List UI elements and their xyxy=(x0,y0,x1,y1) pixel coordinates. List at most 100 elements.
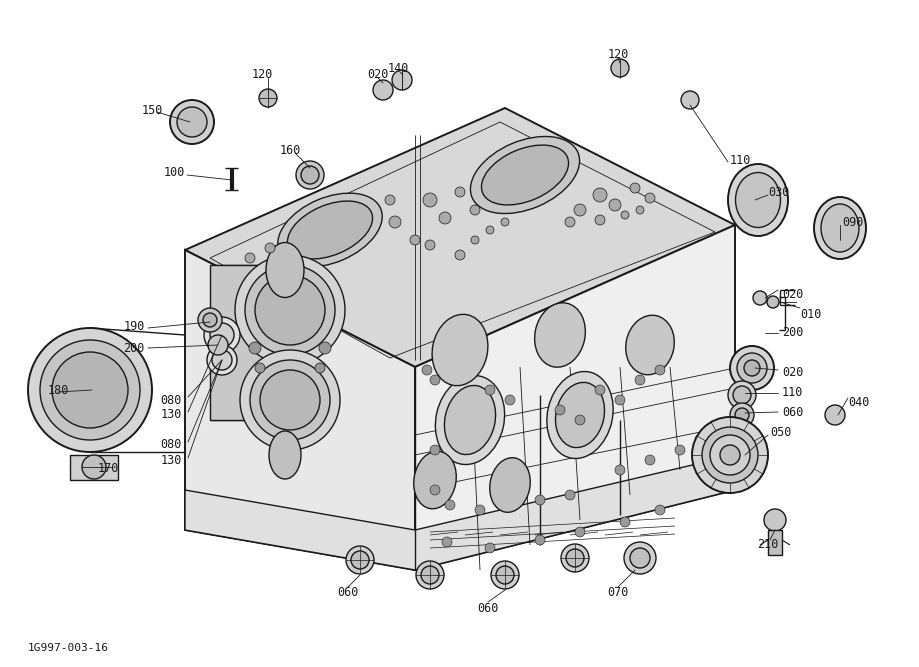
Circle shape xyxy=(422,365,432,375)
Circle shape xyxy=(170,100,214,144)
Circle shape xyxy=(212,350,232,370)
Circle shape xyxy=(373,80,393,100)
Polygon shape xyxy=(185,455,735,570)
Circle shape xyxy=(177,107,207,137)
Circle shape xyxy=(737,353,767,383)
Text: 040: 040 xyxy=(848,396,869,408)
Text: 190: 190 xyxy=(124,319,145,333)
Ellipse shape xyxy=(821,204,859,252)
Circle shape xyxy=(655,505,665,515)
Circle shape xyxy=(485,385,495,395)
Text: 020: 020 xyxy=(368,69,389,81)
Ellipse shape xyxy=(555,382,605,448)
Circle shape xyxy=(301,166,319,184)
Circle shape xyxy=(245,265,335,355)
Ellipse shape xyxy=(547,372,613,458)
Text: 110: 110 xyxy=(782,386,803,398)
Circle shape xyxy=(702,427,758,483)
Circle shape xyxy=(615,395,625,405)
Ellipse shape xyxy=(471,137,580,213)
Circle shape xyxy=(630,183,640,193)
Circle shape xyxy=(423,193,437,207)
Ellipse shape xyxy=(814,197,866,259)
Circle shape xyxy=(535,535,545,545)
Text: 060: 060 xyxy=(782,406,803,418)
Circle shape xyxy=(255,275,325,345)
Ellipse shape xyxy=(535,303,585,368)
Circle shape xyxy=(235,255,345,365)
Circle shape xyxy=(430,445,440,455)
Text: 200: 200 xyxy=(124,342,145,354)
Circle shape xyxy=(635,375,645,385)
Ellipse shape xyxy=(266,243,304,297)
Circle shape xyxy=(52,352,128,428)
Text: 160: 160 xyxy=(279,143,301,157)
Circle shape xyxy=(720,445,740,465)
Text: 060: 060 xyxy=(477,602,499,614)
Circle shape xyxy=(645,193,655,203)
Ellipse shape xyxy=(414,451,457,509)
Circle shape xyxy=(615,465,625,475)
Ellipse shape xyxy=(278,193,382,267)
Text: 150: 150 xyxy=(142,103,163,117)
Circle shape xyxy=(764,509,786,531)
Text: 130: 130 xyxy=(161,454,182,466)
Circle shape xyxy=(455,187,465,197)
Text: 100: 100 xyxy=(164,165,185,179)
Circle shape xyxy=(630,548,650,568)
Text: 020: 020 xyxy=(782,366,803,378)
Circle shape xyxy=(439,212,451,224)
Circle shape xyxy=(609,199,621,211)
Circle shape xyxy=(416,561,444,589)
Polygon shape xyxy=(185,108,735,367)
Text: 200: 200 xyxy=(782,327,803,340)
Text: 080: 080 xyxy=(161,438,182,452)
Circle shape xyxy=(40,340,140,440)
Circle shape xyxy=(695,435,705,445)
Circle shape xyxy=(574,204,586,216)
Circle shape xyxy=(767,296,779,308)
Circle shape xyxy=(566,549,584,567)
Text: 140: 140 xyxy=(387,61,409,75)
Text: 120: 120 xyxy=(607,49,629,61)
Circle shape xyxy=(636,206,644,214)
Ellipse shape xyxy=(288,201,372,259)
Ellipse shape xyxy=(269,431,301,479)
Text: 1G997-003-16: 1G997-003-16 xyxy=(28,643,109,653)
Circle shape xyxy=(430,375,440,385)
Circle shape xyxy=(735,408,749,422)
Circle shape xyxy=(210,323,234,347)
Polygon shape xyxy=(70,455,118,480)
Circle shape xyxy=(471,236,479,244)
Ellipse shape xyxy=(482,145,569,205)
Circle shape xyxy=(611,59,629,77)
Circle shape xyxy=(240,350,340,450)
Circle shape xyxy=(561,544,589,572)
Circle shape xyxy=(319,342,331,354)
Ellipse shape xyxy=(728,164,788,236)
Text: 020: 020 xyxy=(782,289,803,301)
Circle shape xyxy=(265,243,275,253)
Circle shape xyxy=(496,566,514,584)
Circle shape xyxy=(730,403,754,427)
Text: 110: 110 xyxy=(730,153,752,167)
Circle shape xyxy=(621,211,629,219)
Circle shape xyxy=(753,291,767,305)
Circle shape xyxy=(207,345,237,375)
Circle shape xyxy=(296,161,324,189)
Circle shape xyxy=(675,445,685,455)
Circle shape xyxy=(501,218,509,226)
Text: 030: 030 xyxy=(768,185,789,199)
Circle shape xyxy=(485,543,495,553)
Circle shape xyxy=(565,490,575,500)
Circle shape xyxy=(445,500,455,510)
Circle shape xyxy=(710,435,750,475)
Circle shape xyxy=(245,253,255,263)
Circle shape xyxy=(249,342,261,354)
Circle shape xyxy=(425,240,435,250)
Circle shape xyxy=(260,370,320,430)
Circle shape xyxy=(28,328,152,452)
Text: 120: 120 xyxy=(251,69,273,81)
Circle shape xyxy=(486,226,494,234)
Text: 210: 210 xyxy=(757,538,778,552)
